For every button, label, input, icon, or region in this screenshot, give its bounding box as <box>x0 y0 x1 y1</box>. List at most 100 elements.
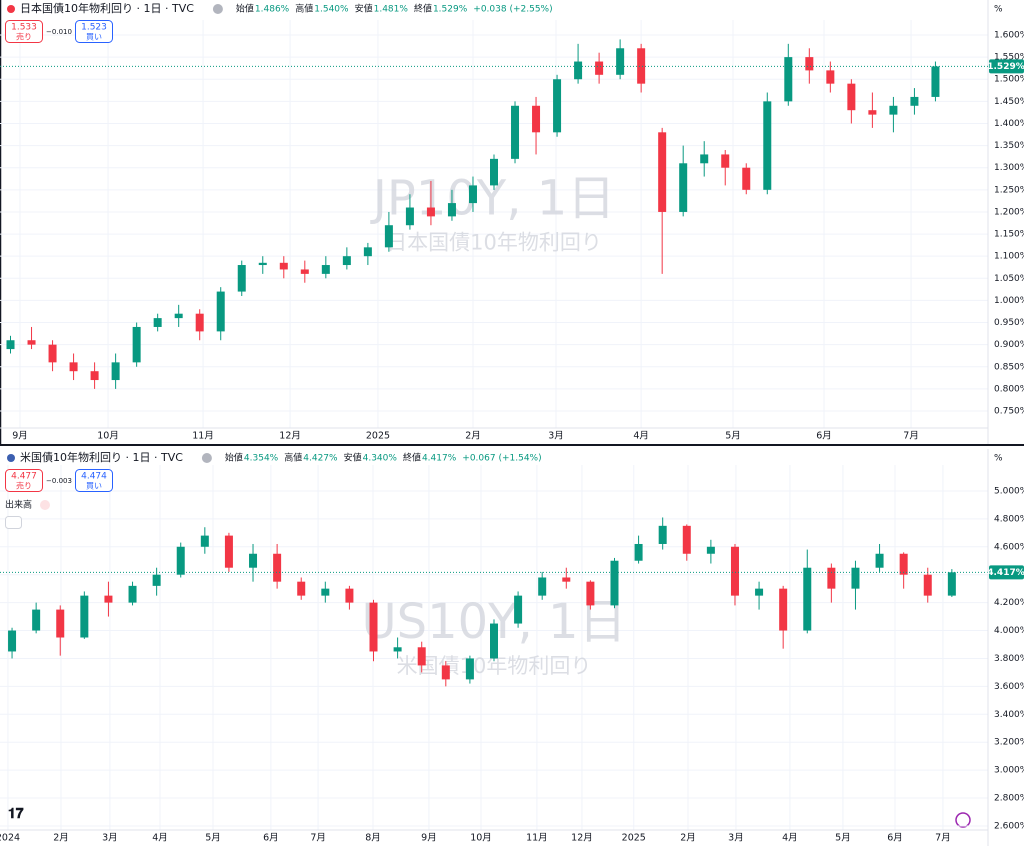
candle-body <box>851 567 860 589</box>
candle-body <box>111 362 120 381</box>
y-tick-label: 4.600% <box>994 542 1024 552</box>
candle-body <box>465 658 474 680</box>
last-price-label: 4.417% <box>987 568 1024 578</box>
symbol-title[interactable]: 日本国債10年物利回り · 1日 · TVC <box>20 1 194 15</box>
x-tick-label: 5月 <box>835 833 851 844</box>
sell-label: 売り <box>16 32 32 42</box>
x-tick-label: 7月 <box>310 833 326 844</box>
candle-body <box>910 96 919 106</box>
candle-body <box>682 525 691 554</box>
x-tick-label: 5月 <box>725 431 741 442</box>
candle-body <box>195 313 204 332</box>
candle-body <box>847 83 856 111</box>
logo-mark: 𝟏𝟕 <box>8 806 24 822</box>
ohlc-value: 1.481% <box>374 5 409 15</box>
ohlc-label: 安値 <box>355 3 373 15</box>
buy-label: 買い <box>86 33 102 42</box>
y-tick-label: 1.200% <box>994 207 1024 217</box>
y-tick-label: 3.000% <box>994 766 1024 776</box>
sell-button[interactable] <box>5 20 43 43</box>
candle-body <box>826 70 835 84</box>
y-tick-label: 3.600% <box>994 682 1024 692</box>
y-tick-label: 0.750% <box>994 407 1024 417</box>
candle-body <box>90 371 99 381</box>
y-tick-label: 3.200% <box>994 738 1024 748</box>
y-tick-label: 1.100% <box>994 252 1024 262</box>
ohlc-value: 4.340% <box>363 454 398 464</box>
x-tick-label: 4月 <box>633 431 649 442</box>
x-tick-label: 2025 <box>366 431 390 442</box>
x-tick-label: 12月 <box>571 833 593 844</box>
candle-body <box>721 154 730 168</box>
y-tick-label: 4.200% <box>994 598 1024 608</box>
candle-body <box>441 665 450 680</box>
candle-body <box>511 105 520 159</box>
candle-body <box>634 543 643 561</box>
x-tick-label: 4月 <box>152 833 168 844</box>
candle-body <box>153 318 162 327</box>
candle-body <box>6 340 15 350</box>
collapse-button[interactable] <box>5 516 22 529</box>
buy-price: 1.523 <box>81 23 107 33</box>
y-tick-label: 2.600% <box>994 821 1024 831</box>
ohlc-value: 1.529% <box>433 5 468 15</box>
candle-body <box>32 609 41 631</box>
alert-icon[interactable] <box>955 812 971 828</box>
x-tick-label: 2月 <box>680 833 696 844</box>
y-tick-label: 1.000% <box>994 296 1024 306</box>
candle-body <box>923 574 932 596</box>
tv-logo: 𝟏𝟕 <box>8 806 24 822</box>
pane: 9月 10月 11月 12月 2025 2月 3月 4月 5月 6月 7月 0.750% 0.800% 0… <box>0 0 1024 444</box>
x-tick-label: 8月 <box>365 833 381 844</box>
buy-button[interactable] <box>75 20 113 43</box>
candle-body <box>875 553 884 568</box>
y-tick-label: 4.000% <box>994 626 1024 636</box>
candle-body <box>562 577 571 582</box>
candle-body <box>899 553 908 575</box>
buy-button[interactable] <box>75 469 113 492</box>
candle-body <box>258 262 267 266</box>
candle-body <box>249 553 258 568</box>
y-tick-label: 0.850% <box>994 362 1024 372</box>
candle-body <box>514 595 523 624</box>
candle-body <box>700 154 709 164</box>
ohlc-value: 4.427% <box>303 454 338 464</box>
hide-button[interactable] <box>212 4 223 14</box>
ohlc-label: 始値 <box>225 452 243 464</box>
flag-icon <box>7 5 15 13</box>
x-tick-label: 2025 <box>622 833 646 844</box>
candle-body <box>128 585 137 603</box>
candle-body <box>69 362 78 372</box>
candle-body <box>237 265 246 292</box>
sell-button[interactable] <box>5 469 43 492</box>
candle-body <box>610 560 619 606</box>
symbol-title[interactable]: 米国債10年物利回り · 1日 · TVC <box>20 450 183 464</box>
last-price-label: 1.529% <box>987 62 1024 72</box>
candle-body <box>363 247 372 257</box>
x-tick-label: 2024 <box>0 833 20 844</box>
candle-body <box>300 269 309 274</box>
candle-body <box>490 623 498 659</box>
y-tick-label: 2.800% <box>994 794 1024 804</box>
ohlc-value: 1.486% <box>255 5 290 15</box>
x-tick-label: 3月 <box>728 833 744 844</box>
x-tick-label: 4月 <box>782 833 798 844</box>
y-tick-label: 1.300% <box>994 163 1024 173</box>
x-tick-label: 9月 <box>12 431 28 442</box>
hide-button[interactable] <box>201 453 212 463</box>
y-tick-label: 1.050% <box>994 274 1024 284</box>
candle-body <box>8 630 17 652</box>
last-price-badge <box>989 59 1024 74</box>
candle-body <box>658 132 667 212</box>
candle-body <box>417 647 426 666</box>
candle-body <box>426 207 435 217</box>
ohlc-value: 4.417% <box>422 454 457 464</box>
ohlc-label: 終値 <box>414 3 432 15</box>
candle-body <box>490 158 498 186</box>
candle-body <box>805 57 814 71</box>
candle-body <box>616 48 625 75</box>
x-tick-label: 3月 <box>102 833 118 844</box>
x-tick-label: 10月 <box>470 833 492 844</box>
